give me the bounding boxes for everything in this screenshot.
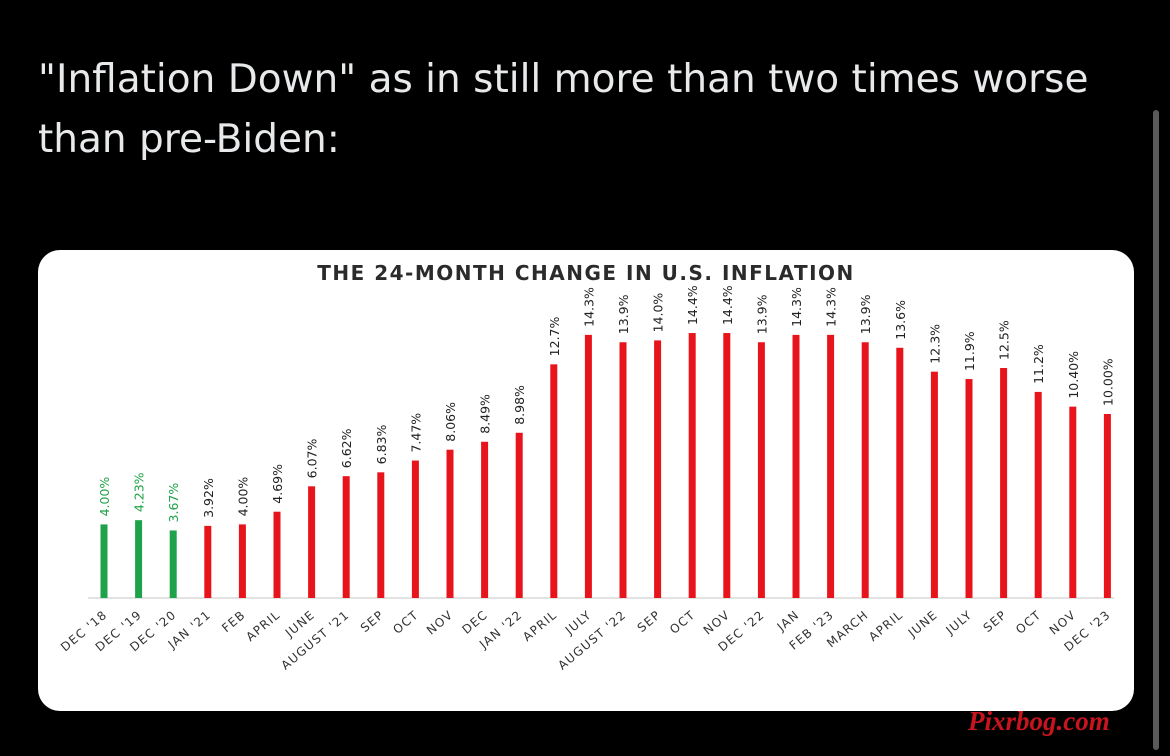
bar	[238, 524, 246, 598]
bar	[757, 342, 765, 598]
value-label: 12.5%	[997, 320, 1012, 360]
bar	[204, 525, 212, 598]
post-text: "Inflation Down" as in still more than t…	[38, 57, 1089, 162]
x-tick-label: JAN	[774, 608, 802, 635]
bar	[654, 340, 662, 598]
value-label: 13.9%	[616, 294, 631, 334]
value-label: 10.00%	[1100, 358, 1115, 406]
value-label: 14.3%	[581, 287, 596, 327]
value-label: 14.4%	[685, 285, 700, 325]
bar	[446, 449, 454, 598]
value-label: 13.9%	[754, 294, 769, 334]
x-tick-label: FEB	[219, 608, 248, 636]
x-tick-label: SEP	[358, 608, 387, 635]
bar	[861, 342, 869, 598]
value-label: 11.9%	[962, 331, 977, 371]
bar	[827, 334, 835, 598]
bar	[411, 460, 419, 598]
value-label: 6.62%	[339, 428, 354, 468]
x-tick-label: JULY	[943, 608, 975, 638]
value-label: 12.7%	[547, 316, 562, 356]
x-tick-label: NOV	[424, 608, 456, 638]
bar	[135, 520, 143, 598]
value-label: 14.0%	[651, 293, 666, 333]
bar	[792, 334, 800, 598]
bar	[723, 333, 731, 598]
value-label: 8.06%	[443, 402, 458, 442]
bar	[965, 379, 973, 598]
bars-group	[100, 333, 1111, 598]
value-label: 8.49%	[478, 394, 493, 434]
scrollbar[interactable]	[1153, 110, 1159, 750]
bar	[481, 441, 489, 598]
value-label: 4.69%	[270, 464, 285, 504]
bar	[619, 342, 627, 598]
x-tick-label: OCT	[667, 608, 698, 637]
x-tick-label: APRIL	[243, 608, 283, 644]
bar	[169, 530, 177, 598]
value-label: 3.92%	[201, 478, 216, 518]
x-tick-label: SEP	[635, 608, 664, 635]
bar	[515, 432, 523, 598]
x-tick-label: JUNE	[905, 608, 941, 641]
bar	[100, 524, 108, 598]
value-labels-group: 4.00% 4.23% 3.67% 3.92% 4.00% 4.69% 6.07% 6.62%…	[97, 285, 1115, 522]
chart-image[interactable]: THE 24-MONTH CHANGE IN U.S. INFLATION 4.…	[38, 250, 1134, 711]
x-tick-label: APRIL	[866, 608, 906, 644]
value-label: 4.23%	[132, 472, 147, 512]
value-label: 7.47%	[408, 413, 423, 453]
x-tick-label: OCT	[390, 608, 421, 637]
x-tick-label: APRIL	[520, 608, 560, 644]
x-tick-label: OCT	[1013, 608, 1044, 637]
bar	[896, 347, 904, 598]
bar	[1103, 414, 1111, 598]
value-label: 11.2%	[1031, 344, 1046, 384]
value-label: 13.6%	[893, 300, 908, 340]
bar-chart: 4.00% 4.23% 3.67% 3.92% 4.00% 4.69% 6.07% 6.62%…	[58, 285, 1115, 673]
value-label: 6.83%	[374, 424, 389, 464]
value-label: 14.4%	[720, 285, 735, 325]
value-label: 10.40%	[1066, 351, 1081, 399]
value-label: 14.3%	[824, 287, 839, 327]
value-label: 3.67%	[166, 483, 181, 523]
chart-title: THE 24-MONTH CHANGE IN U.S. INFLATION	[317, 261, 855, 285]
value-label: 8.98%	[512, 385, 527, 425]
bar	[688, 333, 696, 598]
bar	[1069, 406, 1077, 598]
bar	[308, 486, 316, 598]
value-label: 6.07%	[305, 438, 320, 478]
value-label: 12.3%	[927, 324, 942, 364]
bar	[550, 364, 558, 598]
bar	[584, 334, 592, 598]
value-label: 4.00%	[97, 477, 112, 517]
bar	[273, 511, 281, 598]
value-label: 14.3%	[789, 287, 804, 327]
value-label: 13.9%	[858, 294, 873, 334]
watermark-logo: Pixrbog.com	[968, 706, 1110, 736]
bar	[930, 371, 938, 598]
bar	[377, 472, 385, 598]
value-label: 4.00%	[235, 477, 250, 517]
bar	[342, 476, 350, 598]
x-tick-label: SEP	[981, 608, 1010, 635]
bar	[1034, 391, 1042, 598]
bar	[1000, 368, 1008, 598]
